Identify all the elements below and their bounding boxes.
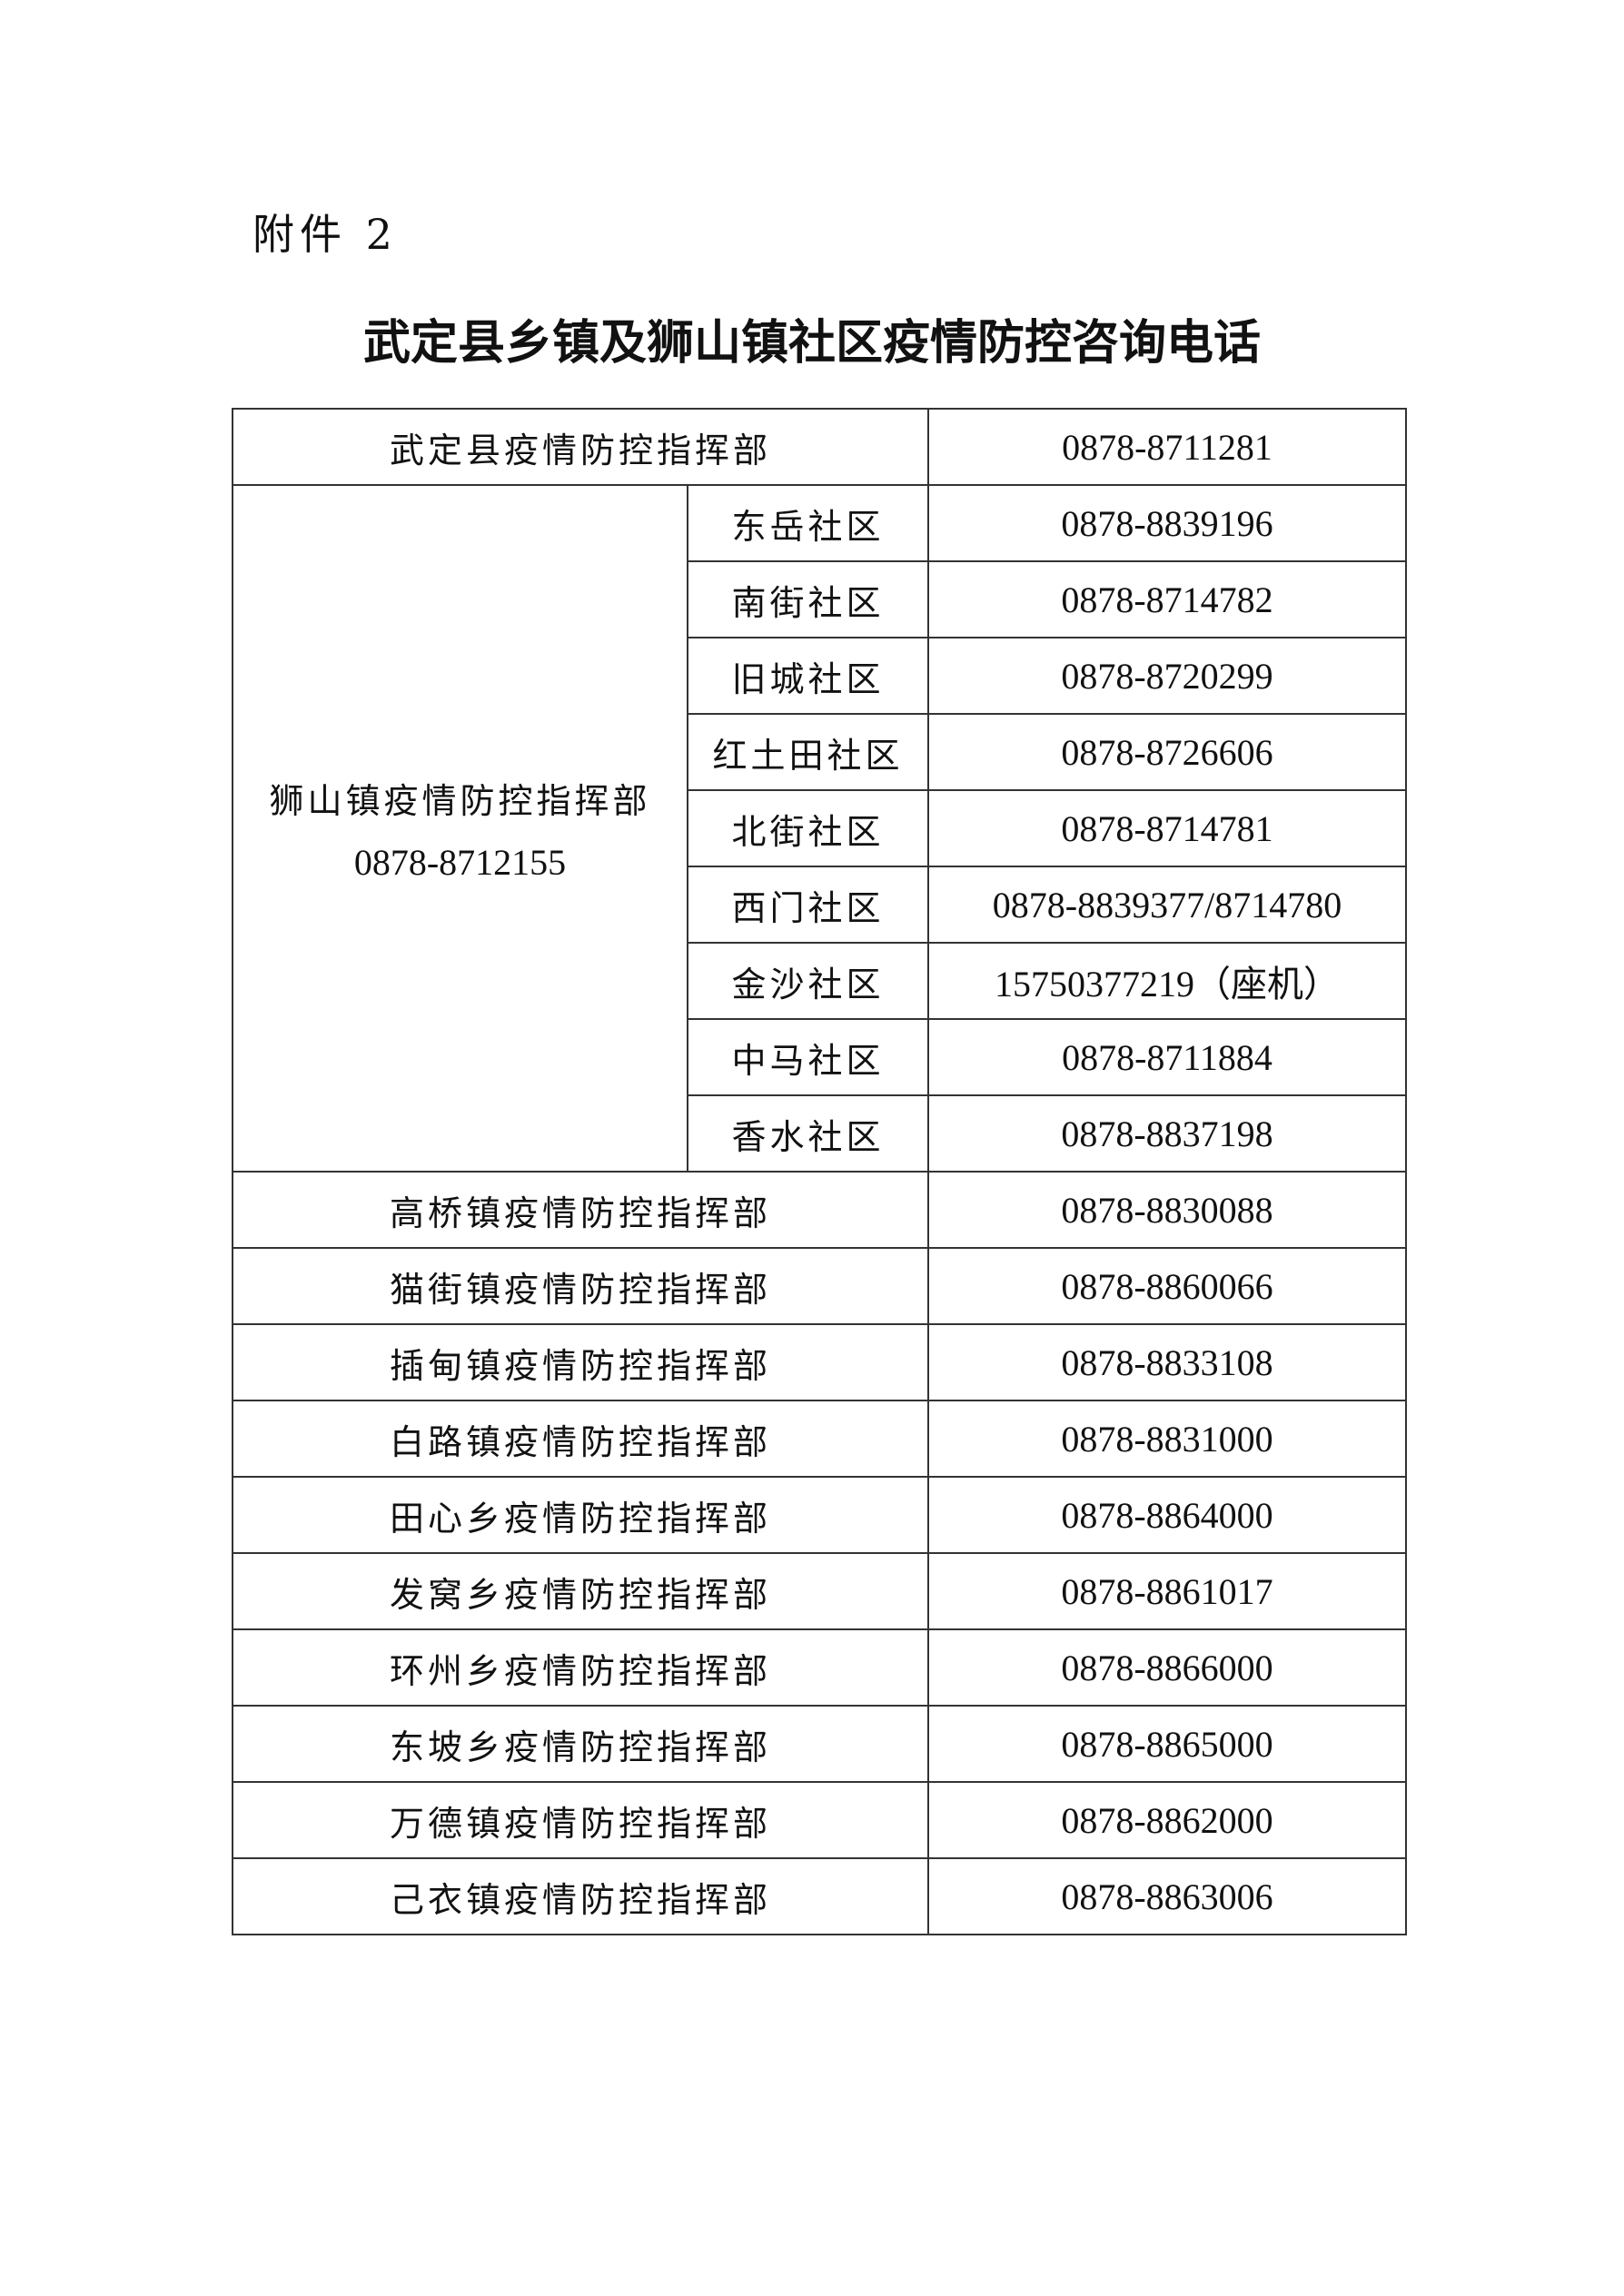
unit-name: 狮山镇疫情防控指挥部 — [269, 781, 651, 821]
phone-number: 0878-8714782 — [927, 560, 1408, 638]
phone-number: 0878-8726606 — [927, 713, 1408, 791]
unit-name: 万德镇疫情防控指挥部 — [231, 1781, 930, 1859]
table-row: 西门社区 0878-8839377/8714780 — [233, 866, 1408, 944]
unit-name: 东坡乡疫情防控指挥部 — [231, 1705, 930, 1783]
phone-number: 0878-8714781 — [927, 789, 1408, 867]
unit-name: 猫街镇疫情防控指挥部 — [231, 1247, 930, 1325]
phone-number: 0878-8861017 — [927, 1552, 1408, 1630]
community-name: 旧城社区 — [686, 637, 930, 715]
phone-number: 0878-8864000 — [927, 1476, 1408, 1554]
table-row: 北街社区 0878-8714781 — [233, 789, 1408, 867]
table-row: 中马社区 0878-8711884 — [233, 1018, 1408, 1096]
table-row: 东坡乡疫情防控指挥部 0878-8865000 — [231, 1705, 1408, 1783]
table-row: 猫街镇疫情防控指挥部 0878-8860066 — [231, 1247, 1408, 1325]
table-row: 高桥镇疫情防控指挥部 0878-8830088 — [231, 1171, 1408, 1249]
unit-name: 高桥镇疫情防控指挥部 — [231, 1171, 930, 1249]
table-row: 田心乡疫情防控指挥部 0878-8864000 — [231, 1476, 1408, 1554]
unit-name: 己衣镇疫情防控指挥部 — [231, 1857, 930, 1935]
table-row: 红土田社区 0878-8726606 — [233, 713, 1408, 791]
document-title: 武定县乡镇及狮山镇社区疫情防控咨询电话 — [362, 316, 1261, 371]
phone-number: 0878-8712155 — [353, 842, 567, 883]
community-name: 北街社区 — [686, 789, 930, 867]
phone-number: 0878-8866000 — [927, 1628, 1408, 1707]
community-name: 香水社区 — [686, 1094, 930, 1173]
phone-number: 0878-8862000 — [927, 1781, 1408, 1859]
contact-table: 武定县疫情防控指挥部 0878-8711281 狮山镇疫情防控指挥部 0878-8… — [231, 408, 1408, 1935]
table-row: 己衣镇疫情防控指挥部 0878-8863006 — [231, 1857, 1408, 1935]
community-name: 红土田社区 — [686, 713, 930, 791]
unit-name: 白路镇疫情防控指挥部 — [231, 1400, 930, 1478]
phone-number: 0878-8863006 — [927, 1857, 1408, 1935]
unit-name: 发窝乡疫情防控指挥部 — [231, 1552, 930, 1630]
phone-number: 0878-8831000 — [927, 1400, 1408, 1478]
phone-number: 0878-8711281 — [927, 408, 1408, 486]
table-row: 狮山镇疫情防控指挥部 0878-8712155 东岳社区 0878-8839196 — [232, 484, 1408, 1173]
unit-name: 田心乡疫情防控指挥部 — [231, 1476, 930, 1554]
community-name: 金沙社区 — [686, 942, 930, 1020]
phone-number: 0878-8830088 — [927, 1171, 1408, 1249]
phone-number: 0878-8837198 — [927, 1094, 1408, 1173]
table-row: 金沙社区 15750377219（座机） — [233, 942, 1408, 1020]
shishan-command: 狮山镇疫情防控指挥部 0878-8712155 — [232, 484, 688, 1173]
unit-name: 环州乡疫情防控指挥部 — [231, 1628, 930, 1707]
unit-name: 武定县疫情防控指挥部 — [231, 408, 930, 486]
table-row: 发窝乡疫情防控指挥部 0878-8861017 — [231, 1552, 1408, 1630]
phone-number: 0878-8860066 — [927, 1247, 1408, 1325]
table-row: 旧城社区 0878-8720299 — [233, 637, 1408, 715]
community-name: 中马社区 — [686, 1018, 930, 1096]
table-row: 环州乡疫情防控指挥部 0878-8866000 — [231, 1628, 1408, 1707]
table-row: 香水社区 0878-8837198 — [233, 1094, 1408, 1173]
community-name: 西门社区 — [686, 866, 930, 944]
phone-number: 0878-8865000 — [927, 1705, 1408, 1783]
phone-number: 0878-8833108 — [927, 1323, 1408, 1401]
phone-number: 0878-8711884 — [927, 1018, 1408, 1096]
table-row: 白路镇疫情防控指挥部 0878-8831000 — [231, 1400, 1408, 1478]
unit-name: 插甸镇疫情防控指挥部 — [231, 1323, 930, 1401]
phone-number: 15750377219（座机） — [927, 942, 1408, 1020]
attachment-label: 附件 2 — [253, 210, 398, 259]
phone-number: 0878-8720299 — [927, 637, 1408, 715]
table-row: 南街社区 0878-8714782 — [233, 560, 1408, 638]
phone-number: 0878-8839196 — [927, 484, 1408, 562]
community-name: 东岳社区 — [686, 484, 930, 562]
table-row: 武定县疫情防控指挥部 0878-8711281 — [231, 408, 1408, 486]
phone-number: 0878-8839377/8714780 — [927, 866, 1408, 944]
table-row: 插甸镇疫情防控指挥部 0878-8833108 — [231, 1323, 1408, 1401]
table-row: 万德镇疫情防控指挥部 0878-8862000 — [231, 1781, 1408, 1859]
community-name: 南街社区 — [686, 560, 930, 638]
